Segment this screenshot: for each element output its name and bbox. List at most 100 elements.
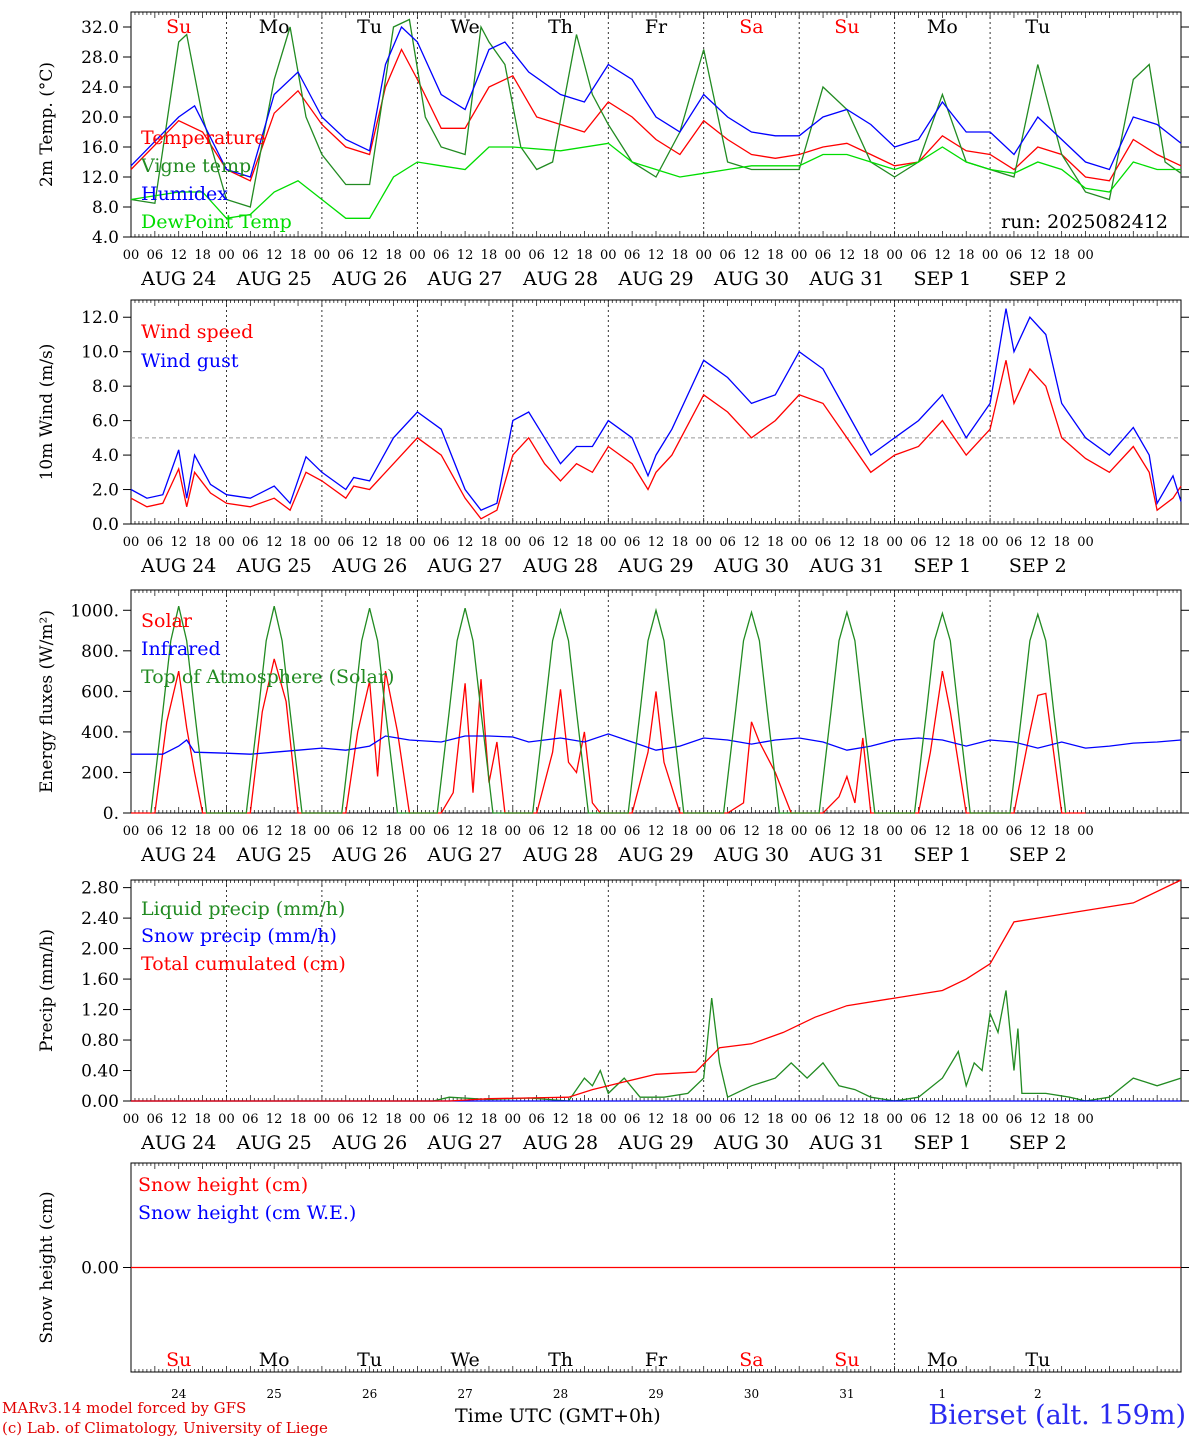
hour-tick-label: 18	[481, 535, 498, 550]
hour-tick-label: 18	[576, 1112, 593, 1127]
date-label: SEP 2	[1009, 268, 1067, 290]
weekday-label-top: Sa	[739, 16, 763, 38]
hour-tick-label: 18	[958, 535, 975, 550]
date-label: AUG 30	[713, 844, 789, 866]
hour-tick-label: 06	[242, 535, 259, 550]
hour-tick-label: 12	[934, 248, 951, 263]
footer-credits: MARv3.14 model forced by GFS (c) Lab. of…	[2, 1398, 328, 1438]
hour-tick-label: 12	[552, 1112, 569, 1127]
hour-tick-label: 00	[409, 248, 426, 263]
series-line	[130, 142, 1181, 219]
hour-tick-label: 00	[886, 535, 903, 550]
weekday-label-top: Mo	[927, 16, 958, 38]
weekday-label-top: Su	[166, 16, 191, 38]
date-label: AUG 29	[617, 268, 693, 290]
date-label: AUG 26	[331, 844, 407, 866]
hour-tick-label: 18	[672, 824, 689, 839]
hour-tick-label: 06	[433, 535, 450, 550]
hour-tick-label: 00	[409, 824, 426, 839]
weekday-label-bottom: Mo	[259, 1349, 290, 1371]
date-label: AUG 28	[522, 268, 598, 290]
model-credit: MARv3.14 model forced by GFS	[2, 1399, 247, 1417]
plot-frame	[130, 299, 1182, 525]
hour-tick-label: 00	[314, 1112, 331, 1127]
hour-tick-label: 12	[1030, 248, 1047, 263]
hour-tick-label: 00	[409, 1112, 426, 1127]
hour-tick-label: 18	[481, 824, 498, 839]
hour-tick-label: 18	[1053, 248, 1070, 263]
hour-tick-label: 12	[170, 535, 187, 550]
date-label: AUG 25	[236, 555, 312, 577]
hour-tick-label: 12	[361, 535, 378, 550]
hour-tick-label: 06	[1006, 248, 1023, 263]
date-label: AUG 24	[140, 844, 216, 866]
hour-tick-label: 18	[767, 248, 784, 263]
date-label: AUG 28	[522, 1132, 598, 1154]
date-label: SEP 2	[1009, 1132, 1067, 1154]
hour-tick-label: 18	[1053, 535, 1070, 550]
hour-tick-label: 18	[194, 1112, 211, 1127]
hour-tick-label: 18	[672, 248, 689, 263]
legend-label: Wind speed	[141, 321, 253, 343]
day-number: 25	[267, 1387, 282, 1401]
hour-tick-label: 12	[266, 824, 283, 839]
hour-tick-label: 12	[839, 248, 856, 263]
hour-tick-label: 06	[719, 248, 736, 263]
date-label: AUG 30	[713, 555, 789, 577]
hour-tick-label: 18	[958, 248, 975, 263]
hour-tick-label: 06	[624, 824, 641, 839]
hour-tick-label: 12	[648, 248, 665, 263]
hour-tick-label: 00	[505, 535, 522, 550]
y-axis-label: Snow height (cm)	[37, 1191, 57, 1343]
legend-label: Liquid precip (mm/h)	[141, 898, 345, 920]
hour-tick-label: 06	[433, 824, 450, 839]
hour-tick-label: 06	[624, 248, 641, 263]
legend-label: Temperature	[141, 127, 265, 149]
y-tick-label: 32.0	[81, 18, 119, 38]
hour-tick-label: 00	[791, 824, 808, 839]
date-label: AUG 25	[236, 844, 312, 866]
hour-tick-label: 06	[1006, 824, 1023, 839]
y-tick-label: 1000.	[70, 601, 119, 621]
hour-tick-label: 06	[528, 1112, 545, 1127]
hour-tick-label: 00	[505, 248, 522, 263]
y-axis-label: 2m Temp. (°C)	[37, 62, 57, 187]
hour-tick-label: 18	[958, 824, 975, 839]
hour-tick-label: 18	[481, 248, 498, 263]
date-label: AUG 27	[427, 268, 503, 290]
hour-tick-label: 06	[1006, 1112, 1023, 1127]
day-number: 27	[457, 1387, 472, 1401]
hour-tick-label: 00	[218, 1112, 235, 1127]
hour-tick-label: 12	[934, 824, 951, 839]
y-tick-label: 0.00	[81, 1259, 119, 1279]
y-tick-label: 12.0	[81, 168, 119, 188]
weekday-label-bottom: Tu	[357, 1349, 382, 1371]
legend-label: Vigne temp	[140, 155, 251, 177]
series-line	[130, 308, 1182, 511]
hour-tick-label: 00	[409, 535, 426, 550]
hour-tick-label: 12	[1030, 1112, 1047, 1127]
hour-tick-label: 18	[672, 535, 689, 550]
hour-tick-label: 06	[1006, 535, 1023, 550]
hour-tick-label: 12	[552, 535, 569, 550]
hour-tick-label: 18	[767, 1112, 784, 1127]
hour-tick-label: 00	[695, 535, 712, 550]
hour-tick-label: 12	[266, 248, 283, 263]
hour-tick-label: 06	[719, 824, 736, 839]
hour-tick-label: 00	[218, 248, 235, 263]
date-label: AUG 29	[617, 555, 693, 577]
legend-label: Wind gust	[141, 350, 239, 372]
legend-label: Snow precip (mm/h)	[141, 925, 337, 947]
y-tick-label: 12.0	[81, 308, 119, 328]
hour-tick-label: 06	[624, 535, 641, 550]
legend-label: Snow height (cm)	[138, 1174, 308, 1196]
legend-label: Infrared	[141, 638, 221, 660]
date-label: SEP 2	[1009, 555, 1067, 577]
hour-tick-label: 12	[1030, 535, 1047, 550]
y-axis-label: 10m Wind (m/s)	[37, 344, 57, 481]
day-number: 26	[362, 1387, 377, 1401]
date-label: AUG 27	[427, 555, 503, 577]
y-tick-label: 600.	[81, 682, 119, 702]
hour-tick-label: 00	[1077, 248, 1094, 263]
